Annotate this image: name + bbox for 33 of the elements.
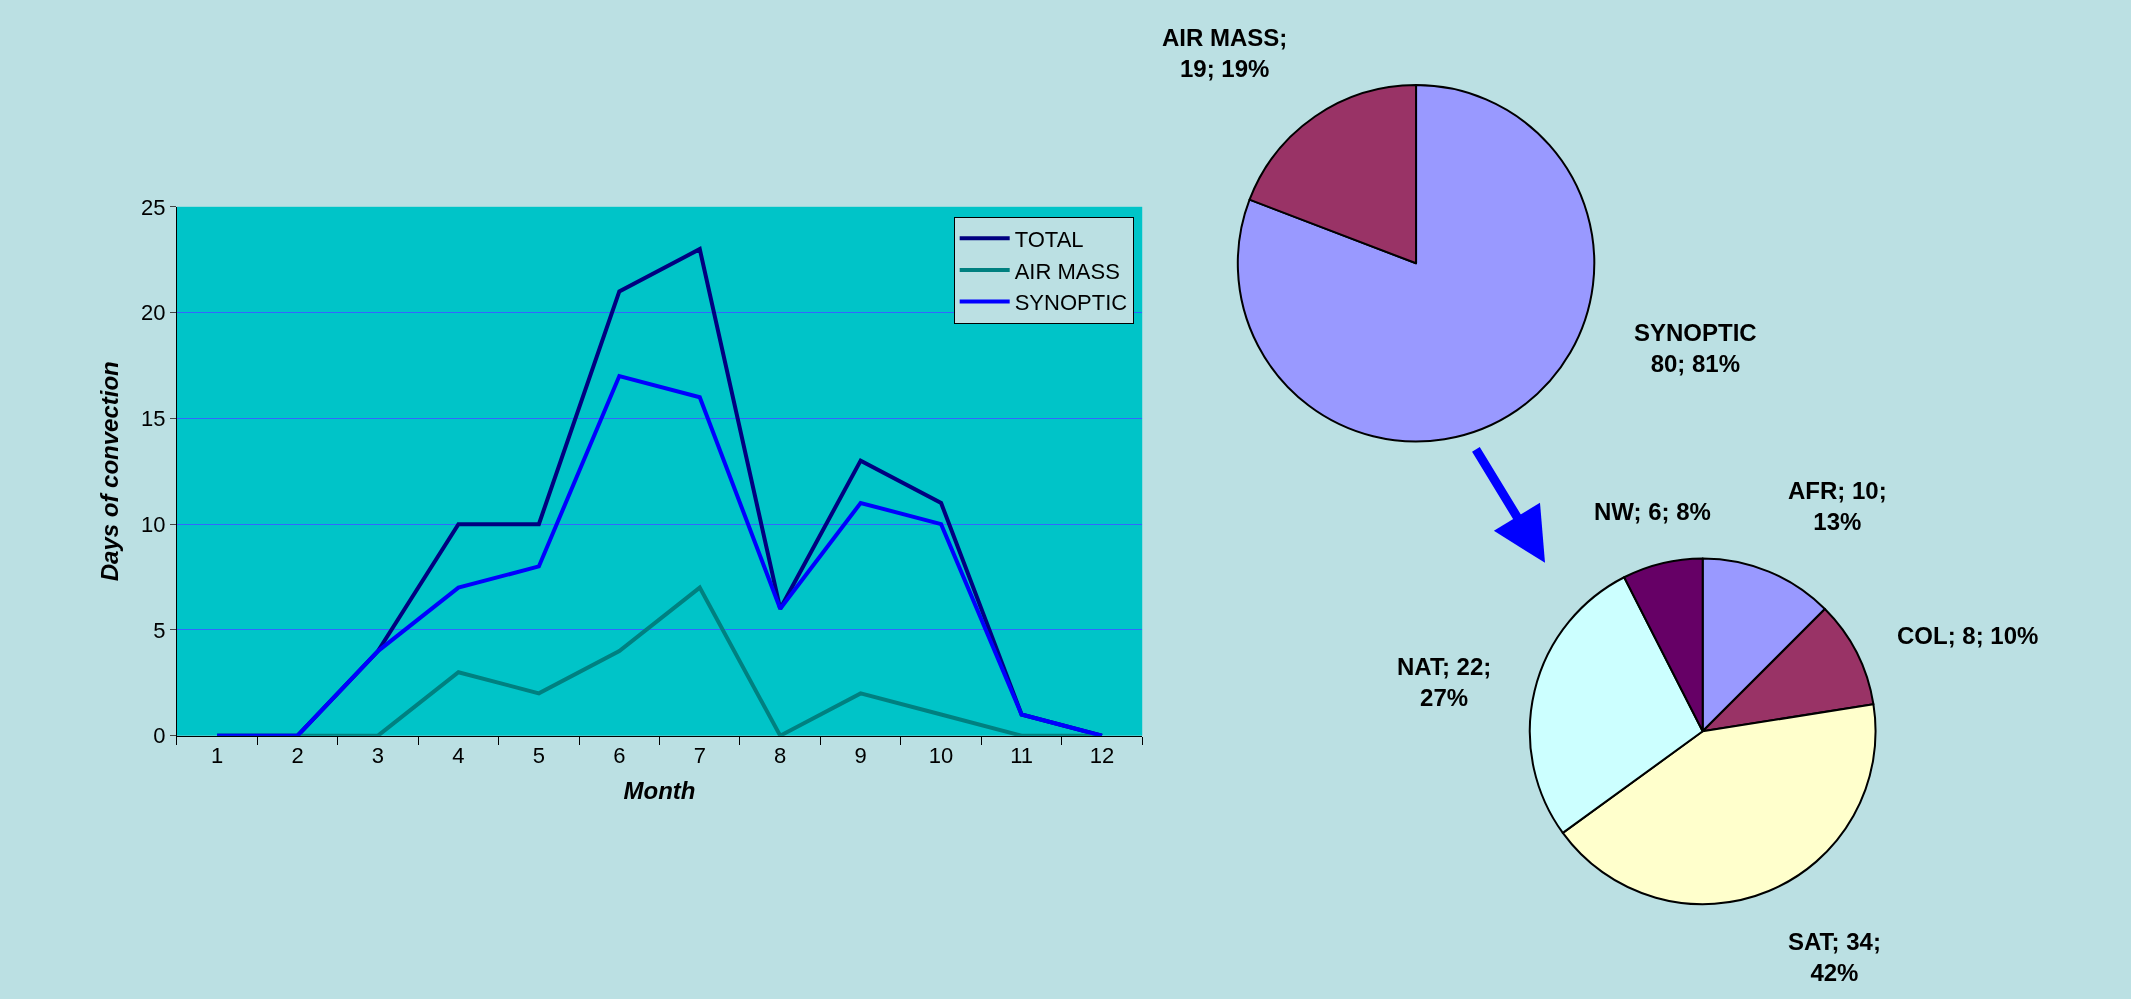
y-tick-label: 10 (140, 511, 166, 537)
slice-label: AFR; 10; 13% (1788, 477, 1887, 536)
slice-label: AIR MASS; 19; 19% (1162, 24, 1288, 83)
legend-label: AIR MASS (1014, 258, 1120, 284)
data-label: 80; 81% (1650, 350, 1741, 378)
y-tick-label: 15 (140, 406, 166, 432)
x-tick-label: 12 (1089, 743, 1115, 769)
pie-slice (1236, 84, 1596, 443)
y-tick-label: 0 (153, 723, 166, 749)
x-tick-label: 9 (854, 743, 867, 769)
legend-label: SYNOPTIC (1014, 290, 1128, 316)
slice-label: NAT; 22; 27% (1397, 653, 1492, 712)
x-tick-label: 10 (928, 743, 954, 769)
y-tick-label: 5 (153, 617, 166, 643)
slice-label: COL; 8; 10% (1897, 622, 2039, 649)
y-tick-label: 20 (140, 300, 166, 326)
x-tick-label: 1 (210, 743, 224, 769)
legend-label: TOTAL (1014, 226, 1084, 252)
y-tick-label: 25 (140, 194, 166, 220)
x-axis-title: Month (623, 777, 696, 805)
y-axis-title: Days of convection (96, 361, 124, 582)
x-tick-label: 4 (452, 743, 465, 769)
slice-label: NW; 6; 8% (1594, 498, 1711, 525)
x-tick-label: 2 (291, 743, 304, 769)
x-tick-label: 11 (1010, 743, 1033, 769)
x-tick-label: 7 (693, 743, 706, 769)
slice-label: SAT; 34; 42% (1788, 928, 1881, 987)
line-series (215, 374, 1104, 736)
slice-label: SYNOPTIC (1634, 319, 1757, 346)
x-tick-label: 3 (371, 743, 385, 769)
x-tick-label: 8 (774, 743, 787, 769)
x-tick-label: 5 (532, 743, 545, 769)
x-tick-label: 6 (613, 743, 626, 769)
